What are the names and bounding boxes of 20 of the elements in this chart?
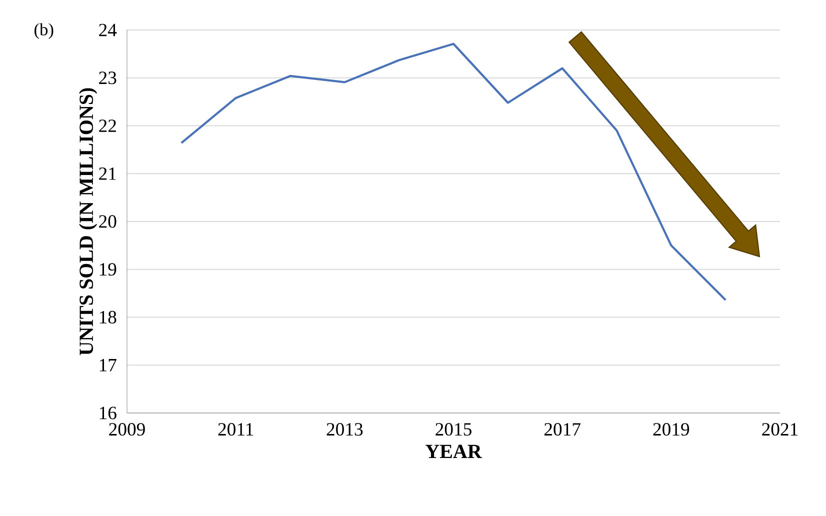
text: (b)	[34, 23, 54, 39]
y-tick-label: 20	[99, 215, 116, 228]
y-tick-label: 18	[100, 310, 116, 324]
y-tick-label: 21	[99, 167, 116, 180]
y-tick-label: 17	[100, 358, 116, 372]
y-tick-label: 22	[99, 120, 116, 132]
x-tick-label: 2019	[653, 423, 690, 436]
x-tick-label: 2015	[436, 423, 472, 436]
y-axis-title: UNITS SOLD (IN MILLIONS)	[79, 88, 98, 356]
x-tick-label: 2021	[762, 423, 798, 436]
y-tick-label: 19	[100, 263, 116, 276]
y-tick-label: 24	[99, 24, 117, 36]
x-tick-label: 2011	[218, 423, 254, 436]
y-tick-label: 23	[99, 72, 116, 84]
y-tick-label: 16	[100, 406, 116, 420]
x-tick-label: 2009	[109, 423, 145, 436]
x-axis-title: YEAR	[426, 444, 482, 458]
line-series	[180, 42, 727, 302]
x-tick-label: 2017	[544, 423, 580, 436]
x-tick-label: 2013	[326, 423, 363, 436]
